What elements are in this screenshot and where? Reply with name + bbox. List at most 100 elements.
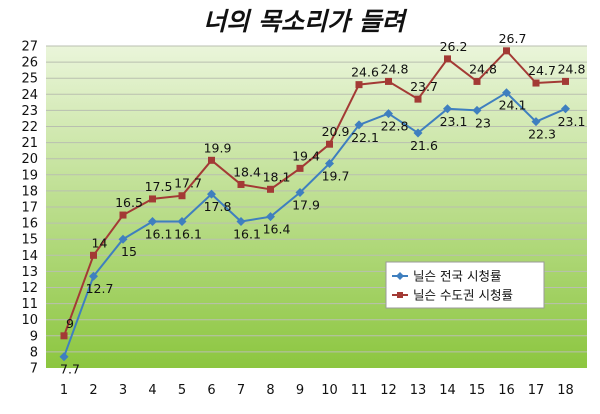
y-tick-label: 12: [21, 281, 38, 296]
x-tick-label: 16: [498, 383, 515, 398]
data-point: [177, 216, 187, 226]
data-point: [295, 188, 305, 198]
data-label: 21.6: [410, 138, 438, 153]
y-tick-label: 13: [21, 265, 38, 280]
y-tick-label: 22: [21, 120, 38, 135]
legend-label: 닐슨 전국 시청률: [413, 269, 501, 284]
x-tick-label: 11: [351, 383, 368, 398]
x-tick-label: 15: [469, 383, 486, 398]
data-point: [266, 212, 275, 222]
legend-marker: [397, 292, 403, 298]
data-point: [532, 79, 540, 87]
data-point: [473, 77, 481, 85]
y-tick-label: 23: [21, 104, 38, 119]
data-point: [90, 251, 97, 259]
x-tick-label: 14: [439, 383, 456, 398]
y-tick-label: 7: [30, 362, 38, 377]
data-label: 9: [66, 316, 74, 331]
data-point: [385, 77, 392, 85]
data-label: 26.2: [440, 39, 468, 54]
data-point: [208, 156, 215, 164]
data-point: [59, 352, 69, 362]
data-point: [414, 95, 422, 103]
y-tick-label: 20: [21, 152, 38, 167]
y-tick-label: 19: [21, 168, 38, 183]
data-label: 24.6: [351, 65, 379, 80]
data-point: [561, 104, 570, 114]
data-label: 19.9: [204, 140, 232, 155]
data-point: [531, 117, 541, 127]
y-tick-label: 24: [21, 88, 38, 103]
data-label: 23.7: [410, 79, 438, 94]
data-label: 23.1: [440, 114, 468, 129]
data-point: [236, 216, 246, 226]
data-label: 24.1: [499, 98, 527, 113]
data-point: [149, 195, 156, 203]
y-tick-label: 18: [21, 184, 38, 199]
data-label: 24.8: [381, 61, 409, 76]
y-tick-label: 25: [21, 72, 38, 87]
data-point: [443, 104, 452, 114]
data-point: [237, 180, 245, 188]
series-lines: [63, 49, 566, 358]
x-axis-ticks: 1 2 3 4 5 6 7 8 9 10 11 12 13 14 15 16 17 18: [60, 383, 574, 398]
data-label: 19.7: [322, 169, 350, 184]
data-label: 16.5: [115, 195, 143, 210]
x-tick-label: 5: [178, 383, 186, 398]
y-tick-label: 27: [21, 40, 38, 55]
data-label: 24.8: [469, 61, 497, 76]
data-point: [326, 140, 333, 148]
data-point: [444, 55, 451, 63]
legend-box: [385, 261, 545, 309]
x-tick-label: 8: [266, 383, 274, 398]
y-tick-label: 9: [30, 329, 38, 344]
data-label: 12.7: [86, 281, 114, 296]
data-label: 17.8: [204, 199, 232, 214]
data-point: [503, 47, 510, 55]
y-tick-label: 26: [21, 56, 38, 71]
data-point: [502, 88, 511, 98]
data-label: 26.7: [499, 31, 527, 46]
y-tick-label: 16: [21, 217, 38, 232]
data-point: [354, 120, 364, 130]
data-label: 19.4: [292, 148, 320, 163]
data-point: [178, 192, 186, 200]
y-tick-label: 8: [30, 345, 38, 360]
y-tick-label: 15: [21, 233, 38, 248]
data-label: 16.1: [233, 226, 261, 241]
data-label: 20.9: [322, 124, 350, 139]
data-label: 14: [92, 235, 108, 250]
data-label: 22.1: [351, 130, 379, 145]
chart-title: 너의 목소리가 들려: [203, 7, 407, 36]
data-point: [355, 81, 363, 89]
data-label: 17.9: [292, 198, 320, 213]
x-tick-label: 1: [60, 383, 68, 398]
y-tick-label: 21: [21, 136, 38, 151]
y-tick-label: 11: [21, 297, 38, 312]
data-label: 23.1: [558, 114, 586, 129]
data-label: 7.7: [60, 362, 80, 377]
legend-marker: [396, 272, 404, 280]
data-label: 16.1: [174, 226, 202, 241]
data-label: 15: [121, 244, 137, 259]
series-line: [63, 91, 566, 358]
x-tick-label: 2: [89, 383, 97, 398]
legend-label: 닐슨 수도권 시청률: [413, 288, 513, 303]
y-tick-label: 10: [21, 313, 38, 328]
x-tick-label: 3: [119, 383, 127, 398]
data-label: 16.4: [263, 222, 291, 237]
data-point: [89, 271, 98, 281]
x-tick-label: 18: [557, 383, 574, 398]
data-point: [119, 211, 127, 219]
y-tick-label: 14: [21, 249, 38, 264]
x-tick-label: 17: [528, 383, 545, 398]
data-point: [562, 77, 569, 85]
data-point: [472, 105, 482, 115]
data-point: [60, 332, 68, 340]
series-line: [63, 49, 566, 337]
x-tick-label: 9: [296, 383, 304, 398]
